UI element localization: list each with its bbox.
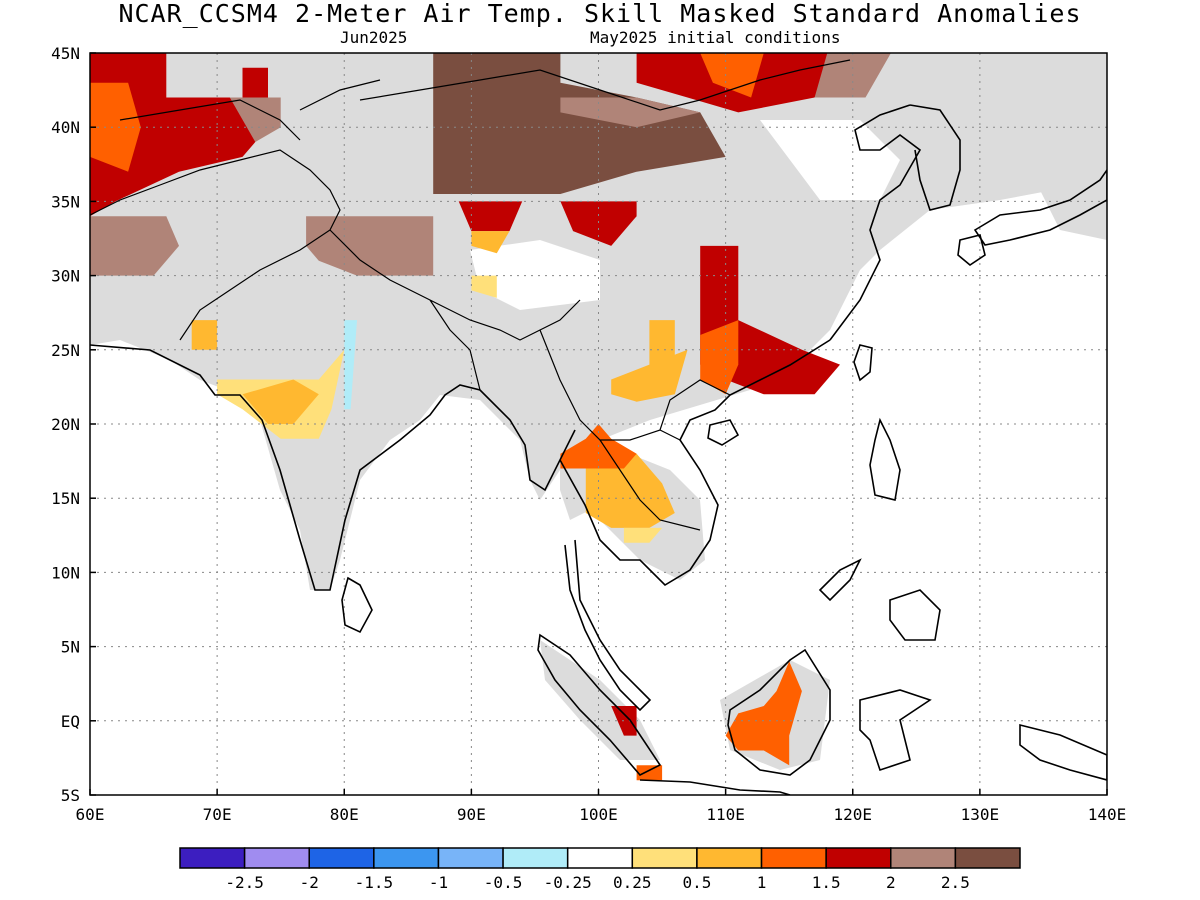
lat-label: 10N bbox=[51, 563, 80, 582]
anomaly-tibet-warm bbox=[560, 201, 637, 246]
anomaly-mongolia-light bbox=[560, 97, 701, 128]
anomaly-java-moderate bbox=[636, 765, 663, 781]
anomaly-yunnan-light bbox=[649, 320, 675, 365]
lat-label: 30N bbox=[51, 267, 80, 286]
colorbar-label: 0.5 bbox=[682, 873, 711, 892]
lat-label: 20N bbox=[51, 415, 80, 434]
unmasked-northeast bbox=[760, 120, 900, 200]
india-coastline bbox=[90, 344, 576, 591]
anomaly-north-china-moderate bbox=[700, 53, 764, 98]
unmasked-tibet bbox=[470, 240, 600, 310]
country-borders bbox=[90, 59, 851, 531]
anomaly-mekong-light bbox=[623, 527, 663, 543]
lon-label: 70E bbox=[203, 805, 232, 824]
sulawesi bbox=[859, 689, 932, 772]
colorbar-swatch bbox=[502, 847, 569, 869]
colorbar-label: 0.25 bbox=[613, 873, 652, 892]
colorbar-label: -0.5 bbox=[484, 873, 523, 892]
colorbar-swatch bbox=[954, 847, 1021, 869]
anomaly-iran-brown bbox=[90, 216, 179, 276]
anomaly-mongolia-dark bbox=[433, 53, 726, 194]
colorbar-label: -2.5 bbox=[225, 873, 264, 892]
masked-kazakh bbox=[300, 100, 420, 190]
colorbar-swatch bbox=[373, 847, 440, 869]
forecast-month: Jun2025 bbox=[340, 28, 408, 47]
lon-label: 100E bbox=[579, 805, 618, 824]
taiwan bbox=[853, 344, 873, 382]
latitude-labels: 45N 40N 35N 30N 25N 20N 15N 10N 5N EQ 5S bbox=[51, 44, 96, 805]
colorbar-label: -1 bbox=[429, 873, 448, 892]
initial-conditions: May2025 initial conditions bbox=[590, 28, 841, 47]
anomaly-ganges-cool bbox=[344, 320, 357, 410]
anomaly-qinghai-moderate bbox=[471, 231, 510, 254]
philippines-palawan bbox=[818, 558, 862, 602]
colorbar-label: -0.25 bbox=[544, 873, 592, 892]
lat-label: 45N bbox=[51, 44, 80, 63]
lon-label: 130E bbox=[961, 805, 1000, 824]
anomaly-tibet-light bbox=[471, 275, 497, 298]
anomaly-tarim-brown bbox=[306, 216, 434, 276]
lat-label: 5N bbox=[61, 638, 80, 657]
sumatra bbox=[537, 633, 662, 776]
malay-peninsula bbox=[564, 539, 652, 712]
anomaly-afghan-brown bbox=[229, 97, 281, 142]
korea bbox=[909, 104, 961, 211]
lon-label: 80E bbox=[330, 805, 359, 824]
anomaly-south-china-moderate bbox=[700, 320, 739, 395]
borneo bbox=[727, 648, 831, 776]
colorbar-label: 1 bbox=[757, 873, 767, 892]
colorbar-label: -2 bbox=[300, 873, 319, 892]
colorbar-swatch bbox=[243, 847, 310, 869]
colorbar-label: -1.5 bbox=[355, 873, 394, 892]
anomaly-rajasthan-light bbox=[191, 320, 218, 350]
indochina-coastline bbox=[559, 339, 831, 587]
colorbar-swatch bbox=[825, 847, 892, 869]
japan-honshu bbox=[973, 168, 1107, 246]
colorbar-swatch bbox=[890, 847, 957, 869]
lat-label: 35N bbox=[51, 192, 80, 211]
anomaly-india-moderate bbox=[242, 379, 319, 424]
anomaly-west-asia-moderate bbox=[90, 82, 141, 172]
anomaly-indochina-light bbox=[585, 453, 675, 528]
lon-label: 90E bbox=[457, 805, 486, 824]
lat-label: 5S bbox=[61, 786, 80, 805]
philippines-luzon bbox=[869, 417, 901, 501]
colorbar-swatch bbox=[179, 847, 246, 869]
colorbar-swatch bbox=[696, 847, 763, 869]
china-east-coast bbox=[829, 104, 922, 341]
anomaly-borneo-moderate bbox=[725, 661, 802, 766]
lon-label: 110E bbox=[706, 805, 745, 824]
hainan bbox=[707, 419, 740, 446]
colorbar-swatch bbox=[631, 847, 698, 869]
japan-kyushu bbox=[957, 234, 986, 266]
lon-label: 120E bbox=[833, 805, 872, 824]
new-guinea bbox=[1019, 723, 1107, 781]
colorbar: -2.5 -2 -1.5 -1 -0.5 -0.25 0.25 0.5 1 1.5 2 2.5 bbox=[179, 847, 1021, 892]
colorbar-label: 2 bbox=[886, 873, 896, 892]
colorbar-swatch bbox=[760, 847, 827, 869]
graticule bbox=[90, 53, 1107, 795]
colorbar-swatch bbox=[437, 847, 504, 869]
coastlines bbox=[90, 59, 1107, 795]
anomaly-west-asia-warm bbox=[90, 53, 268, 217]
longitude-labels: 60E 70E 80E 90E 100E 110E 120E 130E 140E bbox=[76, 789, 1127, 824]
lon-label: 140E bbox=[1088, 805, 1127, 824]
sri-lanka bbox=[341, 576, 373, 634]
colorbar-swatch bbox=[308, 847, 375, 869]
java bbox=[639, 779, 791, 795]
lat-label: 25N bbox=[51, 341, 80, 360]
lat-label: 15N bbox=[51, 489, 80, 508]
anomaly-qinghai-warm bbox=[458, 201, 523, 232]
lat-label: 40N bbox=[51, 118, 80, 137]
colorbar-label: 1.5 bbox=[812, 873, 841, 892]
masked-japan bbox=[1040, 170, 1107, 240]
colorbar-swatch bbox=[566, 847, 634, 869]
lat-label: EQ bbox=[61, 712, 80, 731]
lon-label: 60E bbox=[76, 805, 105, 824]
chart-title: NCAR_CCSM4 2-Meter Air Temp. Skill Maske… bbox=[118, 0, 1082, 28]
colorbar-label: 2.5 bbox=[941, 873, 970, 892]
philippines-mindanao bbox=[889, 589, 941, 641]
masked-sumatra bbox=[540, 640, 660, 760]
